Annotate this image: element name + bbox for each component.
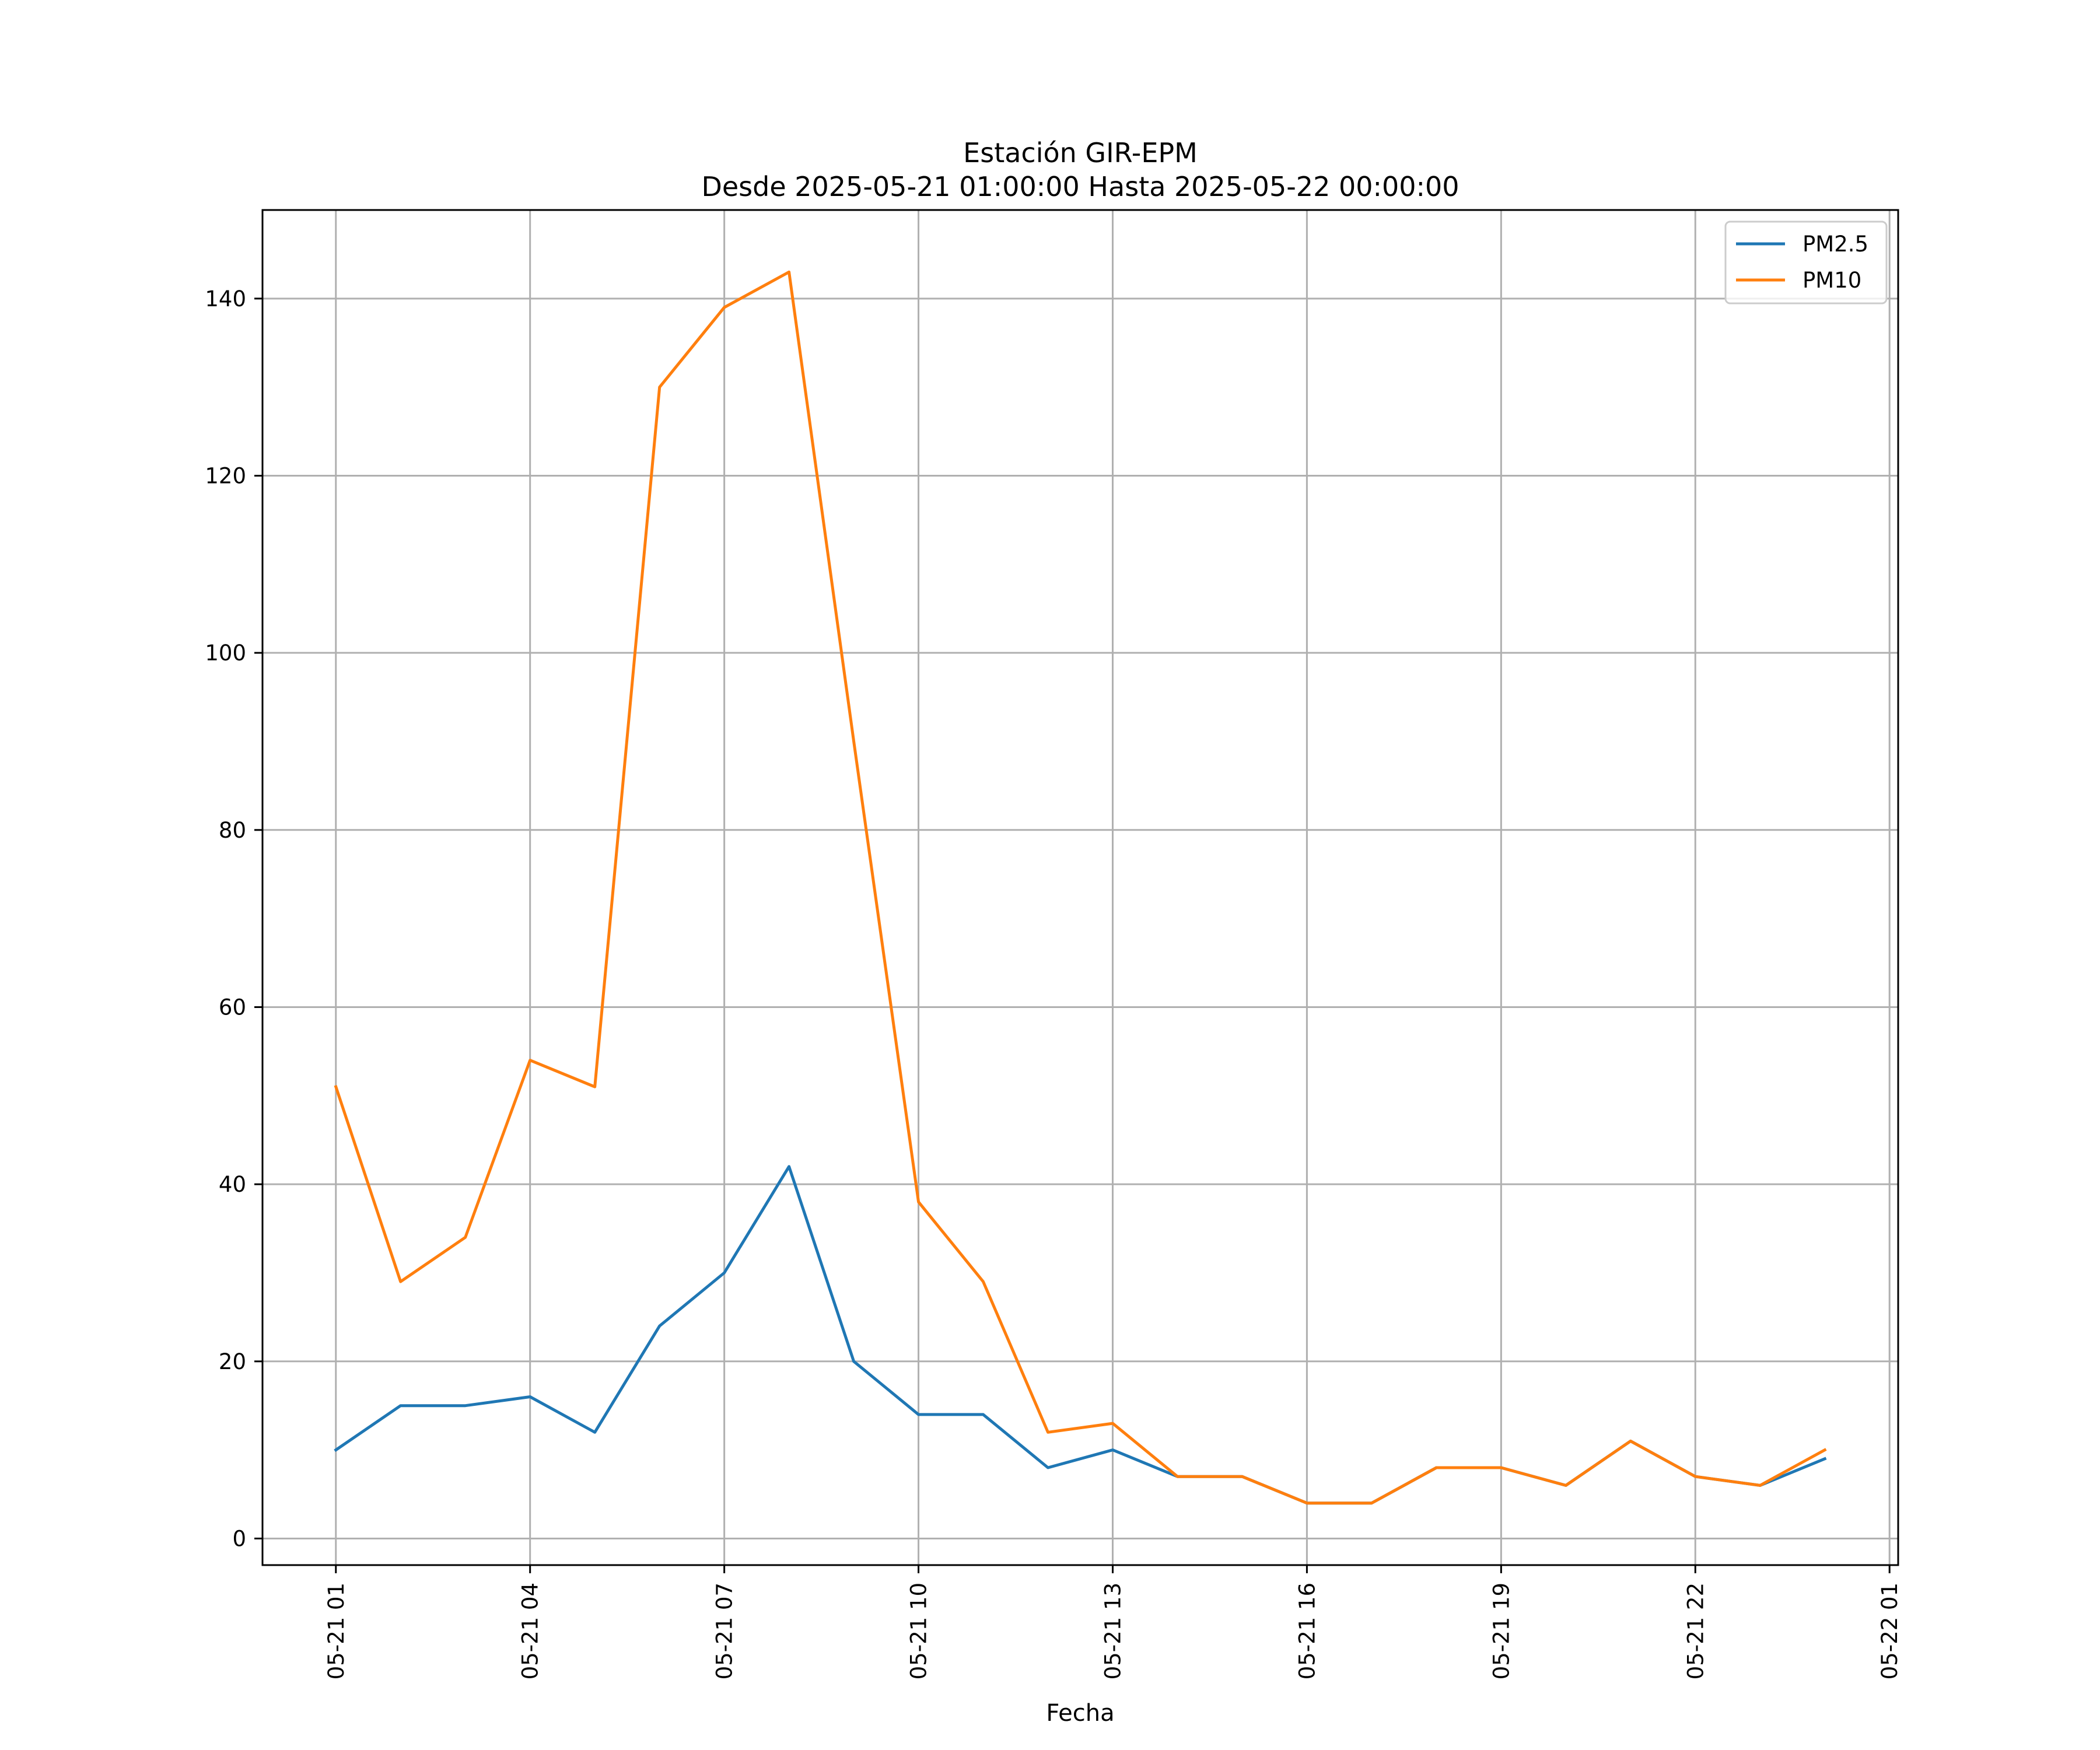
legend-label-pm10: PM10: [1803, 268, 1861, 293]
legend-label-pm25: PM2.5: [1803, 232, 1868, 257]
legend: PM2.5 PM10: [1724, 220, 1888, 304]
plot-frame: [261, 209, 1899, 1566]
y-tick-label: 20: [219, 1349, 246, 1374]
y-tick-label: 60: [219, 995, 246, 1020]
x-tick-label: 05-21 22: [1683, 1583, 1708, 1679]
x-axis-label: Fecha: [1046, 1700, 1114, 1727]
series-line-pm10: [334, 270, 1827, 1505]
x-tick-label: 05-21 07: [712, 1583, 737, 1679]
x-tick-label: 05-21 13: [1100, 1583, 1125, 1679]
y-tick-label: 80: [219, 818, 246, 843]
y-tick-label: 40: [219, 1172, 246, 1197]
y-tick-label: 120: [205, 463, 246, 488]
series-lines: [334, 270, 1827, 1505]
x-tick-label: 05-21 01: [324, 1583, 349, 1679]
chart-subtitle: Desde 2025-05-21 01:00:00 Hasta 2025-05-…: [701, 171, 1459, 202]
y-tick-label: 140: [205, 286, 246, 312]
x-tick-label: 05-21 10: [907, 1583, 932, 1679]
grid: [262, 210, 1898, 1565]
chart-title: Estación GIR-EPM: [963, 137, 1198, 169]
x-tick-label: 05-21 19: [1489, 1583, 1514, 1679]
y-tick-label: 100: [205, 640, 246, 666]
y-tick-label: 0: [232, 1526, 246, 1551]
x-tick-label: 05-21 04: [518, 1583, 543, 1679]
x-tick-label: 05-22 01: [1877, 1583, 1902, 1679]
legend-box: [1724, 220, 1888, 304]
x-tick-label: 05-21 16: [1294, 1583, 1320, 1679]
axis-ticks: 05-21 01 05-21 04 05-21 07 05-21 10 05-21 13…: [205, 286, 1902, 1680]
